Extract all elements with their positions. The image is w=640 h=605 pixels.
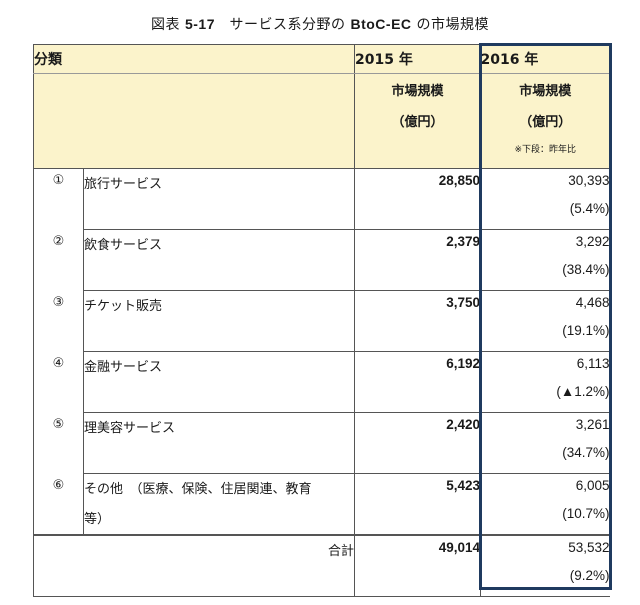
value-2016: 3,292 [575, 234, 610, 249]
row-name: チケット販売 [83, 290, 355, 323]
value-2016: 6,113 [576, 356, 610, 371]
value-2015-blank [354, 445, 481, 474]
row-name: 飲食サービス [83, 229, 355, 262]
row-name-cont [83, 262, 355, 291]
header-2015-sub: 市場規模 （億円） [354, 73, 481, 169]
row-name-cont: 等） [83, 506, 355, 536]
table-row: ⑤ 理美容サービス 2,420 3,261 [33, 412, 610, 474]
header-category-blank [33, 73, 355, 169]
table-row-sub: 等） (10.7%) [34, 506, 610, 536]
title-middle: サービス系分野の [215, 17, 351, 33]
row-number: ⑥ [33, 473, 84, 535]
table-row: ⑥ その他 （医療、保険、住居関連、教育 5,423 6,005 [33, 473, 610, 535]
value-2016: 3,261 [575, 417, 610, 432]
value-2015: 28,850 [354, 168, 481, 201]
value-2015-blank [354, 384, 481, 413]
market-size-table: 分類 2015 年 2016 年 市場規模 （億円） 市場規模 （億円） ※下段… [33, 44, 610, 597]
value-2015: 2,379 [354, 229, 481, 262]
value-2016: 6,005 [575, 478, 610, 493]
header-year-2016: 2016 年 [480, 44, 610, 74]
yoy-2016: (38.4%) [480, 262, 610, 291]
total-2015-blank [354, 568, 481, 597]
row-number: ③ [33, 290, 84, 352]
title-number: 5-17 [184, 16, 216, 32]
yoy-2016: (10.7%) [480, 506, 610, 536]
total-yoy-2016: (9.2%) [480, 568, 610, 597]
row-name: 金融サービス [83, 351, 355, 384]
table-title: 図表 5-17 サービス系分野の BtoC-EC の市場規模 [0, 14, 640, 34]
value-2016: 4,468 [575, 295, 610, 310]
total-label: 合計 [33, 534, 355, 568]
yoy-2016: (19.1%) [480, 323, 610, 352]
yoy-2016: (34.7%) [480, 445, 610, 474]
total-row-sub: (9.2%) [33, 568, 610, 597]
yoy-note: ※下段：昨年比 [514, 145, 577, 155]
yoy-2016: (5.4%) [480, 201, 610, 230]
table-row-sub: (38.4%) [34, 262, 610, 291]
header-category: 分類 [33, 44, 355, 74]
row-name-cont [83, 384, 355, 413]
value-2015-blank [354, 262, 481, 291]
table-row: ① 旅行サービス 28,850 30,393 [33, 168, 610, 230]
total-label-blank [33, 568, 355, 597]
row-name: その他 （医療、保険、住居関連、教育 [83, 473, 355, 506]
table-row: ② 飲食サービス 2,379 3,292 [33, 229, 610, 291]
row-name-cont [83, 445, 355, 474]
value-2015-blank [354, 323, 481, 352]
value-2015-blank [354, 201, 481, 230]
row-number: ⑤ [33, 412, 84, 474]
title-term: BtoC-EC [350, 16, 412, 32]
yoy-2016: (▲1.2%) [480, 384, 610, 413]
total-2015: 49,014 [354, 534, 481, 568]
header-2016-sub: 市場規模 （億円） ※下段：昨年比 [480, 73, 610, 169]
unit-label: （億円） [391, 115, 444, 130]
value-2015: 2,420 [354, 412, 481, 445]
table-row-sub: (▲1.2%) [34, 384, 610, 413]
row-name: 理美容サービス [83, 412, 355, 445]
table-row: ③ チケット販売 3,750 4,468 [33, 290, 610, 352]
row-number: ④ [33, 351, 84, 413]
row-name-cont [83, 201, 355, 230]
value-2015: 6,192 [354, 351, 481, 384]
table-row-sub: (34.7%) [34, 445, 610, 474]
market-size-label: 市場規模 [391, 84, 444, 99]
row-number: ① [33, 168, 84, 230]
header-subrow: 市場規模 （億円） 市場規模 （億円） ※下段：昨年比 [33, 73, 610, 169]
header-year-2015: 2015 年 [354, 44, 481, 74]
table-row-sub: (19.1%) [34, 323, 610, 352]
value-2016: 30,393 [568, 173, 610, 188]
row-name: 旅行サービス [83, 168, 355, 201]
row-number: ② [33, 229, 84, 291]
total-2016: 53,532 [480, 534, 610, 568]
value-2015-blank [354, 506, 481, 536]
title-prefix: 図表 [151, 17, 185, 33]
market-size-label: 市場規模 [519, 84, 572, 99]
title-suffix: の市場規模 [411, 17, 489, 33]
value-2015: 5,423 [354, 473, 481, 506]
header-row: 分類 2015 年 2016 年 [33, 44, 610, 74]
unit-label: （億円） [519, 115, 572, 130]
total-row: 合計 49,014 53,532 [33, 534, 610, 568]
value-2015: 3,750 [354, 290, 481, 323]
table-row: ④ 金融サービス 6,192 6,113 [33, 351, 610, 413]
table-row-sub: (5.4%) [34, 201, 610, 230]
row-name-cont [83, 323, 355, 352]
